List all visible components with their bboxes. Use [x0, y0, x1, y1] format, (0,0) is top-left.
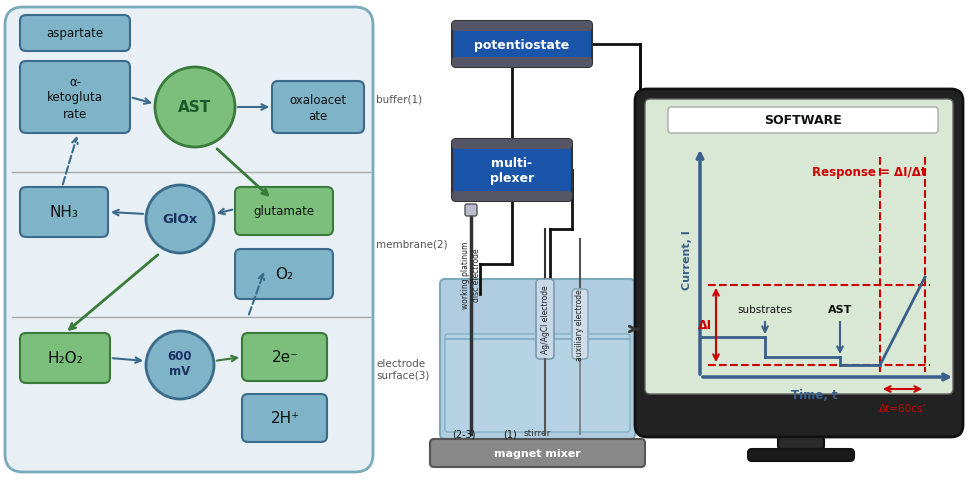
Circle shape: [155, 68, 235, 148]
Text: oxaloacet
ate: oxaloacet ate: [289, 93, 347, 122]
Text: stirrer: stirrer: [524, 428, 551, 437]
Circle shape: [146, 332, 214, 399]
FancyBboxPatch shape: [668, 108, 938, 134]
FancyBboxPatch shape: [445, 334, 630, 432]
Text: H₂O₂: H₂O₂: [47, 351, 83, 366]
FancyBboxPatch shape: [20, 62, 130, 134]
Text: buffer(1): buffer(1): [376, 95, 422, 105]
FancyBboxPatch shape: [5, 8, 373, 472]
FancyBboxPatch shape: [20, 16, 130, 52]
Text: SOFTWARE: SOFTWARE: [764, 114, 842, 127]
Text: 2H⁺: 2H⁺: [270, 410, 299, 425]
Text: substrates: substrates: [738, 304, 793, 314]
FancyBboxPatch shape: [635, 90, 963, 437]
FancyBboxPatch shape: [20, 188, 108, 238]
FancyBboxPatch shape: [242, 394, 327, 442]
FancyBboxPatch shape: [452, 140, 572, 150]
FancyBboxPatch shape: [430, 439, 645, 467]
Text: Ag/AgCl electrode: Ag/AgCl electrode: [540, 285, 550, 354]
Text: working platinum
disc electrode: working platinum disc electrode: [462, 241, 481, 308]
FancyBboxPatch shape: [572, 289, 588, 359]
FancyBboxPatch shape: [778, 437, 824, 449]
Text: glutamate: glutamate: [254, 205, 315, 218]
FancyBboxPatch shape: [242, 333, 327, 381]
FancyBboxPatch shape: [465, 205, 477, 216]
Text: electrode
surface(3): electrode surface(3): [376, 359, 430, 380]
Text: O₂: O₂: [275, 267, 293, 282]
FancyBboxPatch shape: [645, 100, 953, 394]
Text: α-
ketogluta
rate: α- ketogluta rate: [47, 76, 103, 120]
Text: Response = ΔI/Δt: Response = ΔI/Δt: [812, 166, 927, 179]
FancyBboxPatch shape: [748, 449, 854, 461]
FancyBboxPatch shape: [272, 82, 364, 134]
Text: NH₃: NH₃: [49, 205, 78, 220]
Text: GlOx: GlOx: [163, 213, 197, 226]
Text: AST: AST: [178, 100, 212, 115]
Text: ΔI: ΔI: [698, 319, 712, 332]
Text: aspartate: aspartate: [46, 28, 104, 41]
Text: potentiostate: potentiostate: [474, 38, 569, 51]
Text: magnet mixer: magnet mixer: [494, 448, 581, 458]
FancyBboxPatch shape: [20, 333, 110, 383]
Text: 2e⁻: 2e⁻: [271, 350, 298, 365]
FancyBboxPatch shape: [235, 188, 333, 236]
Text: (2-3): (2-3): [452, 429, 475, 439]
FancyBboxPatch shape: [452, 22, 592, 32]
Circle shape: [146, 186, 214, 254]
Text: auxiliary electrode: auxiliary electrode: [576, 288, 585, 360]
Text: membrane(2): membrane(2): [376, 240, 447, 249]
Text: Time, t: Time, t: [792, 389, 838, 402]
Text: multi-
plexer: multi- plexer: [490, 157, 534, 184]
FancyBboxPatch shape: [452, 140, 572, 201]
FancyBboxPatch shape: [536, 279, 554, 359]
FancyBboxPatch shape: [235, 249, 333, 300]
Text: (1): (1): [503, 429, 517, 439]
Text: Current, I: Current, I: [682, 230, 692, 290]
Text: Δt=60cs’: Δt=60cs’: [879, 403, 926, 413]
FancyBboxPatch shape: [452, 22, 592, 68]
Text: AST: AST: [828, 304, 852, 314]
FancyBboxPatch shape: [440, 279, 635, 439]
Text: 600
mV: 600 mV: [167, 349, 193, 377]
FancyBboxPatch shape: [452, 192, 572, 201]
FancyBboxPatch shape: [452, 58, 592, 68]
